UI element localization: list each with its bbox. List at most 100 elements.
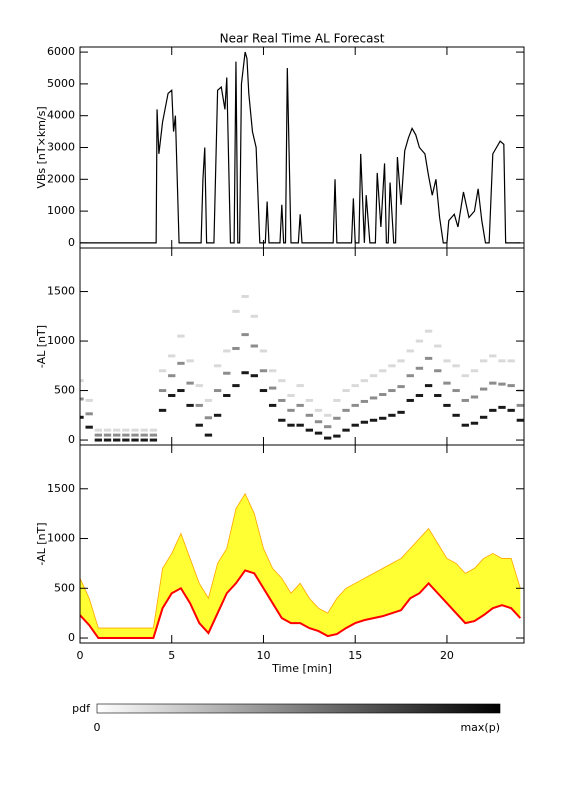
density-cell bbox=[287, 394, 295, 397]
density-cell bbox=[85, 412, 93, 416]
density-cell bbox=[223, 371, 231, 375]
density-cell bbox=[406, 398, 414, 402]
plot-area bbox=[80, 51, 521, 244]
density-cell bbox=[268, 386, 277, 390]
density-cell bbox=[259, 369, 268, 373]
density-cell bbox=[149, 428, 158, 432]
density-cell bbox=[470, 395, 479, 399]
y-tick-label: 1000 bbox=[47, 532, 75, 545]
density-cell bbox=[250, 314, 258, 318]
plot-area bbox=[80, 295, 524, 442]
density-cell bbox=[314, 420, 323, 424]
density-cell bbox=[149, 433, 158, 437]
density-cell bbox=[131, 428, 139, 432]
density-cell bbox=[415, 366, 424, 370]
panel-frame bbox=[79, 444, 525, 644]
density-cell bbox=[305, 413, 314, 417]
x-tick-label: 20 bbox=[440, 649, 454, 662]
density-cell bbox=[470, 421, 479, 425]
density-cell bbox=[452, 364, 460, 368]
density-cell bbox=[489, 381, 497, 385]
density-cell bbox=[250, 344, 258, 348]
density-cell bbox=[479, 359, 488, 363]
y-tick-label: 0 bbox=[68, 236, 75, 249]
y-axis-label: VBs [nT×km/s] bbox=[35, 106, 48, 188]
upper-line bbox=[80, 492, 521, 629]
density-cell bbox=[287, 423, 295, 427]
density-cell bbox=[259, 349, 268, 353]
density-cell bbox=[223, 349, 231, 353]
y-tick-label: 0 bbox=[68, 433, 75, 446]
density-cell bbox=[168, 374, 176, 378]
density-cell bbox=[268, 369, 277, 373]
density-cell bbox=[443, 359, 451, 363]
density-cell bbox=[479, 415, 488, 419]
density-cell bbox=[443, 403, 451, 407]
density-cell bbox=[351, 423, 359, 427]
density-cell bbox=[324, 425, 332, 429]
density-cell bbox=[177, 361, 185, 365]
density-cell bbox=[434, 369, 442, 373]
density-cell bbox=[305, 428, 314, 432]
density-cell bbox=[351, 384, 359, 388]
y-tick-label: 3000 bbox=[47, 141, 75, 154]
density-cell bbox=[80, 397, 84, 401]
density-cell bbox=[333, 398, 341, 402]
density-cell bbox=[241, 333, 249, 337]
chart-title: Near Real Time AL Forecast bbox=[220, 32, 385, 46]
density-cell bbox=[507, 359, 515, 363]
y-tick-label: 500 bbox=[54, 384, 75, 397]
median-line bbox=[80, 569, 522, 640]
density-cell bbox=[122, 428, 130, 432]
y-tick-label: 1000 bbox=[47, 204, 75, 217]
density-cell bbox=[232, 309, 240, 313]
density-cell bbox=[259, 389, 268, 393]
density-cell bbox=[397, 410, 405, 414]
density-cell bbox=[470, 369, 479, 373]
density-cell bbox=[516, 403, 524, 407]
density-cell bbox=[333, 416, 341, 420]
density-cell bbox=[158, 408, 167, 412]
density-cell bbox=[85, 398, 93, 402]
y-tick-label: 500 bbox=[54, 581, 75, 594]
density-cell bbox=[122, 438, 130, 442]
colorbar bbox=[96, 703, 501, 714]
density-cell bbox=[186, 403, 194, 407]
density-cell bbox=[369, 396, 378, 400]
density-cell bbox=[278, 379, 286, 383]
density-cell bbox=[195, 384, 203, 388]
x-tick-label: 0 bbox=[77, 649, 84, 662]
density-cell bbox=[186, 359, 194, 363]
density-cell bbox=[434, 394, 442, 397]
density-cell bbox=[241, 371, 249, 375]
density-cell bbox=[489, 354, 497, 358]
density-cell bbox=[342, 389, 350, 393]
density-cell bbox=[424, 356, 433, 360]
density-cell bbox=[388, 389, 396, 393]
density-cell bbox=[278, 398, 286, 402]
density-cell bbox=[168, 394, 176, 397]
colorbar-max: max(p) bbox=[460, 721, 500, 734]
density-cell bbox=[296, 403, 304, 407]
density-cell bbox=[94, 433, 103, 437]
y-tick-label: 2000 bbox=[47, 172, 75, 185]
density-cell bbox=[80, 379, 84, 383]
density-cell bbox=[443, 381, 451, 385]
density-cell bbox=[140, 438, 148, 442]
density-cell bbox=[103, 438, 112, 442]
y-tick-label: 1000 bbox=[47, 334, 75, 347]
density-cell bbox=[498, 359, 506, 363]
density-cell bbox=[305, 398, 314, 402]
density-cell bbox=[388, 413, 396, 417]
density-cell bbox=[158, 389, 167, 393]
density-cell bbox=[103, 433, 112, 437]
density-cell bbox=[177, 334, 185, 338]
density-cell bbox=[296, 423, 304, 427]
density-cell bbox=[424, 384, 433, 388]
density-cell bbox=[379, 416, 387, 420]
density-cell bbox=[498, 382, 506, 386]
density-cell bbox=[516, 418, 524, 422]
density-cell bbox=[186, 381, 194, 385]
density-cell bbox=[213, 413, 222, 417]
